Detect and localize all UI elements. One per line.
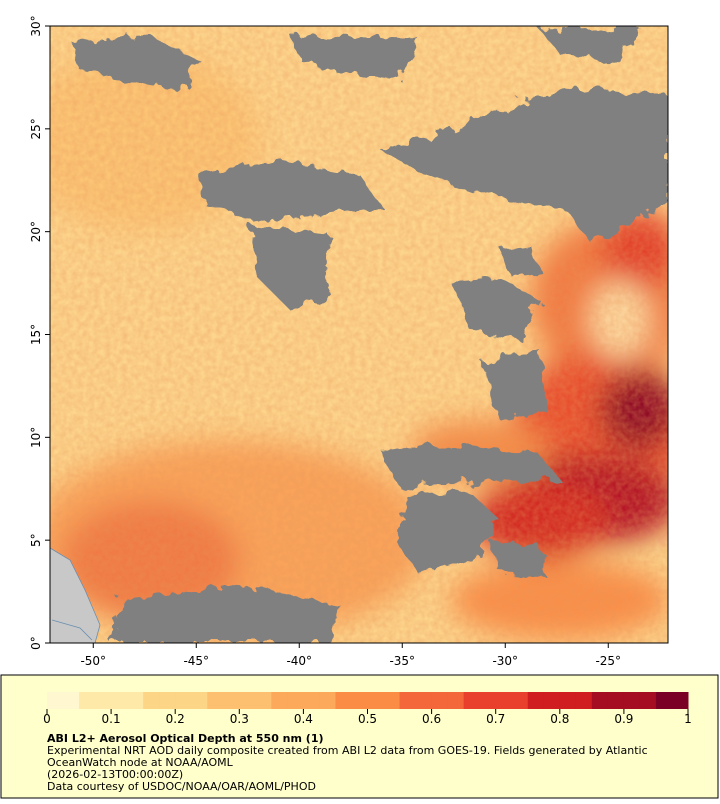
colorbar: 0 0.1 0.2 0.3 0.4 0.5 0.6 0.7 0.8 0.9 1 — [43, 692, 692, 726]
colorbar-cell — [383, 692, 401, 709]
y-tick-label: 15° — [29, 324, 43, 345]
colorbar-cell — [271, 692, 288, 709]
x-tick-label: -25° — [595, 654, 621, 668]
x-tick-label: -30° — [492, 654, 518, 668]
no-data — [70, 28, 668, 643]
caption: Experimental NRT AOD daily composite cre… — [47, 744, 648, 793]
x-tick-label: -40° — [286, 654, 312, 668]
y-tick-label: 25° — [29, 118, 43, 139]
y-tick-label: 20° — [29, 221, 43, 242]
colorbar-cell — [527, 692, 545, 709]
colorbar-tick-label: 0.5 — [358, 712, 377, 726]
colorbar-cell — [79, 692, 96, 709]
y-tick-label: 0° — [29, 636, 43, 650]
colorbar-cell — [191, 692, 208, 709]
caption-line: Experimental NRT AOD daily composite cre… — [47, 744, 648, 757]
caption-line: (2026-02-13T00:00:00Z) — [47, 768, 183, 781]
x-tick-label: -45° — [183, 654, 209, 668]
x-tick-label: -50° — [80, 654, 106, 668]
colorbar-cell — [111, 692, 128, 709]
colorbar-cell — [127, 692, 144, 709]
land — [50, 547, 101, 643]
colorbar-cell — [655, 692, 673, 709]
colorbar-cell — [319, 692, 336, 709]
colorbar-cell — [591, 692, 609, 709]
colorbar-cell — [543, 692, 561, 709]
colorbar-tick-label: 0.3 — [230, 712, 249, 726]
colorbar-cell — [63, 692, 80, 709]
colorbar-cell — [303, 692, 320, 709]
colorbar-cell — [255, 692, 272, 709]
aod-field — [50, 26, 668, 643]
colorbar-cell — [95, 692, 112, 709]
colorbar-cell — [175, 692, 192, 709]
colorbar-cell — [351, 692, 368, 709]
colorbar-cell — [143, 692, 160, 709]
colorbar-cell — [47, 692, 64, 709]
colorbar-cell — [431, 692, 449, 709]
colorbar-cell — [671, 692, 689, 709]
colorbar-tick-label: 0.4 — [294, 712, 313, 726]
colorbar-cell — [223, 692, 240, 709]
colorbar-tick-label: 0 — [43, 712, 51, 726]
colorbar-tick-label: 0.2 — [166, 712, 185, 726]
colorbar-cell — [447, 692, 465, 709]
y-tick-label: 30° — [29, 15, 43, 36]
y-tick-label: 10° — [29, 427, 43, 448]
y-tick-label: 5° — [29, 533, 43, 547]
colorbar-tick-label: 0.7 — [486, 712, 505, 726]
colorbar-tick-label: 0.6 — [422, 712, 441, 726]
caption-line: OceanWatch node at NOAA/AOML — [47, 756, 234, 769]
colorbar-cell — [287, 692, 304, 709]
colorbar-cell — [639, 692, 657, 709]
colorbar-cell — [463, 692, 481, 709]
river — [51, 619, 93, 641]
caption-line: Data courtesy of USDOC/NOAA/OAR/AOML/PHO… — [47, 780, 316, 793]
colorbar-cell — [479, 692, 497, 709]
colorbar-tick-label: 1 — [684, 712, 692, 726]
colorbar-tick-label: 0.8 — [550, 712, 569, 726]
axes: -50° -45° -40° -35° -30° -25° 0° 5° 10° 15° 20° 25°… — [29, 15, 621, 668]
colorbar-cell — [335, 692, 352, 709]
colorbar-tick-label: 0.9 — [614, 712, 633, 726]
colorbar-cell — [239, 692, 256, 709]
colorbar-cell — [623, 692, 641, 709]
x-tick-label: -35° — [389, 654, 415, 668]
colorbar-cell — [511, 692, 529, 709]
colorbar-cell — [367, 692, 385, 709]
colorbar-cell — [607, 692, 625, 709]
colorbar-cell — [495, 692, 513, 709]
colorbar-tick-label: 0.1 — [102, 712, 121, 726]
colorbar-cell — [575, 692, 593, 709]
colorbar-cell — [159, 692, 176, 709]
title: ABI L2+ Aerosol Optical Depth at 550 nm … — [47, 732, 324, 745]
colorbar-cell — [559, 692, 577, 709]
colorbar-cell — [415, 692, 433, 709]
colorbar-cell — [399, 692, 417, 709]
colorbar-cell — [207, 692, 224, 709]
